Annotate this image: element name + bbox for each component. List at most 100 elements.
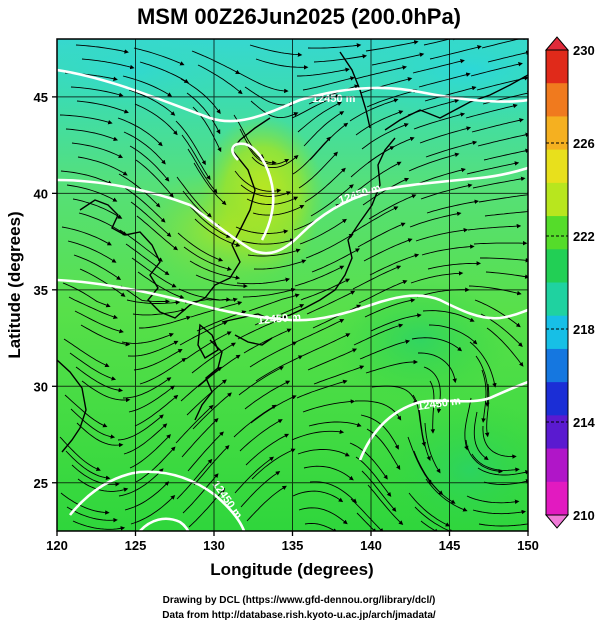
y-tick-label: 30 — [34, 379, 48, 394]
streamline — [76, 422, 124, 448]
streamline — [464, 397, 472, 451]
colorbar-segment — [546, 149, 568, 184]
streamline — [306, 290, 356, 315]
x-axis-label: Longitude (degrees) — [210, 560, 373, 579]
streamline — [127, 340, 179, 357]
streamline — [299, 218, 347, 245]
streamline — [371, 52, 425, 66]
streamline — [192, 392, 232, 430]
credit-data-source: Data from http://database.rish.kyoto-u.a… — [162, 610, 436, 621]
colorbar-segment — [546, 116, 568, 151]
streamline — [477, 467, 528, 476]
streamline — [477, 132, 528, 147]
streamline — [297, 449, 350, 457]
streamline — [175, 404, 214, 444]
colorbar-segment — [546, 182, 568, 217]
streamline — [368, 194, 417, 220]
streamline — [117, 414, 164, 441]
streamline — [81, 58, 135, 70]
streamline — [125, 243, 170, 276]
x-tick-label: 125 — [125, 538, 147, 553]
streamline — [65, 450, 111, 480]
streamline — [356, 161, 402, 192]
streamline — [478, 192, 528, 203]
credit-drawing: Drawing by DCL (https://www.gfd-dennou.o… — [163, 595, 436, 606]
streamline — [308, 421, 362, 427]
streamline — [121, 333, 174, 344]
streamline — [297, 101, 342, 133]
streamline — [252, 204, 305, 216]
streamline — [304, 523, 338, 531]
streamline — [468, 285, 522, 296]
streamline — [77, 478, 129, 492]
streamline — [251, 154, 299, 169]
streamline — [196, 310, 247, 332]
streamline — [124, 481, 170, 511]
streamline — [471, 453, 520, 472]
streamline — [132, 308, 187, 316]
colorbar-segment — [546, 315, 568, 350]
streamline — [369, 253, 420, 276]
streamline — [249, 44, 303, 57]
streamline — [352, 265, 402, 290]
streamline — [191, 50, 241, 74]
colorbar-min-triangle — [544, 514, 570, 529]
streamline — [471, 118, 524, 133]
colorbar-segment — [546, 216, 568, 250]
streamline — [291, 429, 345, 441]
streamline — [188, 487, 226, 528]
streamline — [71, 464, 120, 487]
streamline — [297, 67, 350, 77]
hokkaido-kuril-coastline — [384, 74, 528, 131]
streamline — [177, 232, 224, 262]
colorbar-tick-label: 222 — [573, 229, 595, 244]
streamline — [370, 313, 422, 332]
contour-closed-high — [231, 142, 275, 241]
latitude-axis: 25 30 35 40 45 — [34, 90, 57, 491]
colorbar-segment — [546, 348, 568, 383]
streamline — [364, 298, 416, 318]
streamline — [139, 315, 192, 329]
streamline — [296, 379, 348, 399]
streamline — [420, 183, 473, 200]
streamline — [425, 140, 478, 158]
streamline — [309, 481, 357, 504]
wind-streamlines — [59, 39, 528, 531]
streamline — [187, 431, 224, 472]
streamline — [475, 355, 490, 408]
streamline — [356, 512, 377, 531]
streamline — [75, 44, 129, 54]
contour-12450-south — [68, 470, 246, 531]
streamline — [118, 468, 164, 497]
ryukyu-chain — [194, 339, 223, 421]
streamline — [239, 419, 283, 452]
streamline — [418, 408, 431, 461]
streamline — [69, 352, 117, 381]
streamline — [307, 43, 362, 49]
streamline — [312, 304, 362, 329]
streamline — [244, 380, 291, 410]
streamline — [428, 324, 478, 345]
y-tick-label: 25 — [34, 476, 48, 491]
colorbar-max-triangle — [544, 36, 570, 51]
streamline — [466, 161, 520, 175]
streamline — [423, 366, 442, 414]
streamline — [63, 338, 110, 367]
streamline — [465, 439, 503, 474]
streamline — [353, 323, 404, 346]
streamline — [349, 98, 399, 122]
streamline — [305, 233, 354, 259]
x-tick-label: 145 — [439, 538, 461, 553]
streamline — [253, 259, 307, 270]
colorbar-tick-label: 218 — [573, 322, 595, 337]
streamline — [122, 377, 172, 399]
streamline — [300, 278, 351, 301]
streamline — [179, 321, 228, 346]
kyushu-coastline — [197, 323, 219, 359]
streamline — [359, 339, 411, 360]
streamline — [188, 204, 231, 238]
plot-area: 12450 m 12450 m 12450 m 12450 m 12450 m — [56, 38, 529, 532]
streamline — [294, 265, 345, 287]
colorbar-segment — [546, 481, 568, 516]
streamline — [72, 198, 123, 219]
